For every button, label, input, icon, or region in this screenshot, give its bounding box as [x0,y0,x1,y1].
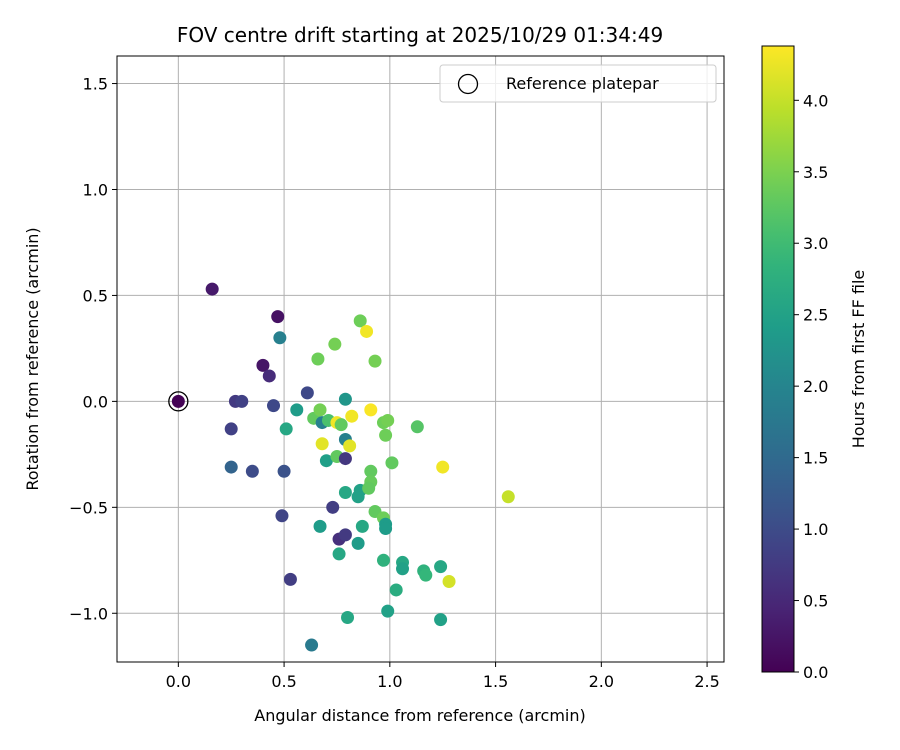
colorbar-tick-label: 0.0 [803,663,828,682]
data-point [334,418,348,432]
colorbar-gradient [761,45,795,673]
data-point [381,604,395,618]
data-point [341,611,355,625]
data-point [300,386,314,400]
y-axis-ticks: −1.0 −0.5 0.0 0.5 1.0 1.5 [69,75,117,623]
data-point [305,638,319,652]
data-point [326,500,340,514]
plot-frame [116,55,725,663]
x-tick-label: 1.0 [377,672,402,691]
data-point [385,456,399,470]
data-point [235,394,249,408]
x-tick-label: 2.0 [589,672,614,691]
data-point [360,324,374,338]
data-point [351,490,365,504]
data-point [262,369,276,383]
colorbar: 0.0 0.5 1.0 1.5 2.0 2.5 3.0 3.5 4.0 Hours from f… [761,45,868,682]
data-point [376,553,390,567]
data-point [345,409,359,423]
x-axis-ticks: 0.0 0.5 1.0 1.5 2.0 2.5 [166,662,720,691]
legend-marker-circle [457,73,479,95]
data-point [338,452,352,466]
x-tick-label: 0.0 [166,672,191,691]
data-point [501,490,515,504]
data-point [277,464,291,478]
data-point [271,310,285,324]
data-point [290,403,304,417]
data-point [364,464,378,478]
data-point [434,613,448,627]
data-point [319,454,333,468]
x-tick-label: 1.5 [483,672,508,691]
colorbar-label: Hours from first FF file [849,270,868,449]
data-point [364,403,378,417]
data-point [338,392,352,406]
data-point [362,481,376,495]
data-point [245,464,259,478]
x-tick-label: 0.5 [271,672,296,691]
data-point [224,422,238,436]
data-points [168,282,515,652]
legend-box [439,64,717,103]
data-point [332,547,346,561]
data-point [396,562,410,576]
y-tick-label: 1.5 [83,75,108,94]
data-point [379,428,393,442]
data-point [355,519,369,533]
data-point [328,337,342,351]
colorbar-tick-label: 4.0 [803,91,828,110]
data-point [313,403,327,417]
data-point [368,354,382,368]
data-point [442,574,456,588]
data-point [256,358,270,372]
data-point [381,413,395,427]
data-point [436,460,450,474]
y-tick-label: −1.0 [69,604,108,623]
data-point [275,509,289,523]
data-point [410,420,424,434]
data-point [338,528,352,542]
data-point [343,439,357,453]
data-point [283,572,297,586]
y-tick-label: 0.0 [83,392,108,411]
data-point [379,522,393,536]
y-tick-label: 0.5 [83,286,108,305]
data-point [434,560,448,574]
data-point [205,282,219,296]
data-point [279,422,293,436]
data-point [313,519,327,533]
data-point [273,331,287,345]
data-point [419,568,433,582]
colorbar-tick-label: 3.5 [803,163,828,182]
data-point [171,394,185,408]
reference-point [168,391,189,412]
data-point [224,460,238,474]
colorbar-ticks: 0.0 0.5 1.0 1.5 2.0 2.5 3.0 3.5 4.0 [794,91,828,682]
data-point [338,485,352,499]
data-point [315,437,329,451]
legend: Reference platepar [439,64,717,103]
colorbar-tick-label: 0.5 [803,592,828,611]
x-tick-label: 2.5 [694,672,719,691]
y-tick-label: 1.0 [83,180,108,199]
grid-lines [117,56,724,662]
y-axis-label: Rotation from reference (arcmin) [23,227,42,490]
colorbar-tick-label: 2.0 [803,377,828,396]
legend-label: Reference platepar [506,74,659,93]
colorbar-tick-label: 1.5 [803,449,828,468]
colorbar-tick-label: 1.0 [803,520,828,539]
colorbar-tick-label: 3.0 [803,234,828,253]
chart-title: FOV centre drift starting at 2025/10/29 … [177,23,663,47]
x-axis-label: Angular distance from reference (arcmin) [254,706,585,725]
data-point [351,536,365,550]
data-point [353,314,367,328]
colorbar-tick-label: 2.5 [803,306,828,325]
data-point [389,583,403,597]
data-point [267,399,281,413]
y-tick-label: −0.5 [69,498,108,517]
data-point [311,352,325,366]
